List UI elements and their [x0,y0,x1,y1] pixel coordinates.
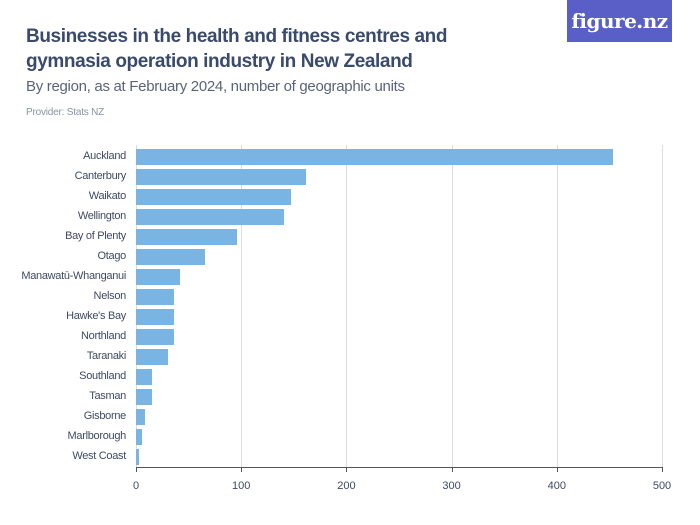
category-label: Canterbury [74,170,127,182]
category-label: Hawke's Bay [66,310,126,322]
category-label: Otago [97,250,127,262]
chart-title: Businesses in the health and fitness cen… [26,26,448,72]
bar[interactable] [136,449,140,465]
category-label: Taranaki [86,350,126,362]
category-label: Manawatū-Whanganui [21,270,126,282]
bar[interactable] [136,269,181,285]
bar[interactable] [136,289,174,305]
category-label: Waikato [88,190,127,202]
category-label: Tasman [89,390,126,402]
bar[interactable] [136,409,146,425]
x-tick-label: 0 [132,480,140,492]
x-tick [136,467,137,472]
provider-text: Provider: Stats NZ [26,107,105,118]
x-tick [241,467,243,472]
category-label: West Coast [72,450,126,462]
x-tick-label: 200 [337,480,356,492]
category-label: Bay of Plenty [65,230,126,242]
x-axis [136,467,663,468]
category-label: Marlborough [67,430,127,442]
category-label: Nelson [93,290,127,302]
category-label: Wellington [77,210,126,222]
category-label: Northland [81,330,126,342]
bar[interactable] [136,229,237,245]
chart-subtitle: By region, as at February 2024, number o… [26,78,405,95]
x-tick [662,467,663,472]
bar[interactable] [136,189,291,205]
gridline [451,145,453,467]
category-label: Gisborne [83,410,127,422]
x-tick [451,467,453,472]
bar[interactable] [136,429,143,445]
figure-nz-logo[interactable]: figure.nz [567,0,672,42]
x-tick-label: 100 [232,480,251,492]
bar[interactable] [136,329,174,345]
gridline [136,145,137,467]
category-label: Auckland [83,150,126,162]
gridline [346,145,348,467]
bar[interactable] [136,169,307,185]
gridline [662,145,663,467]
bar[interactable] [136,349,168,365]
x-tick-label: 500 [652,480,672,492]
bar[interactable] [136,209,285,225]
bar[interactable] [136,389,152,405]
plot-area [136,145,663,467]
x-tick [346,467,348,472]
gridline [556,145,558,467]
bar[interactable] [136,309,174,325]
x-tick-label: 300 [442,480,461,492]
bar[interactable] [136,249,206,265]
bar[interactable] [136,369,152,385]
x-tick-label: 400 [547,480,566,492]
bar[interactable] [136,149,613,165]
category-label: Southland [79,370,126,382]
gridline [241,145,243,467]
x-tick [556,467,558,472]
